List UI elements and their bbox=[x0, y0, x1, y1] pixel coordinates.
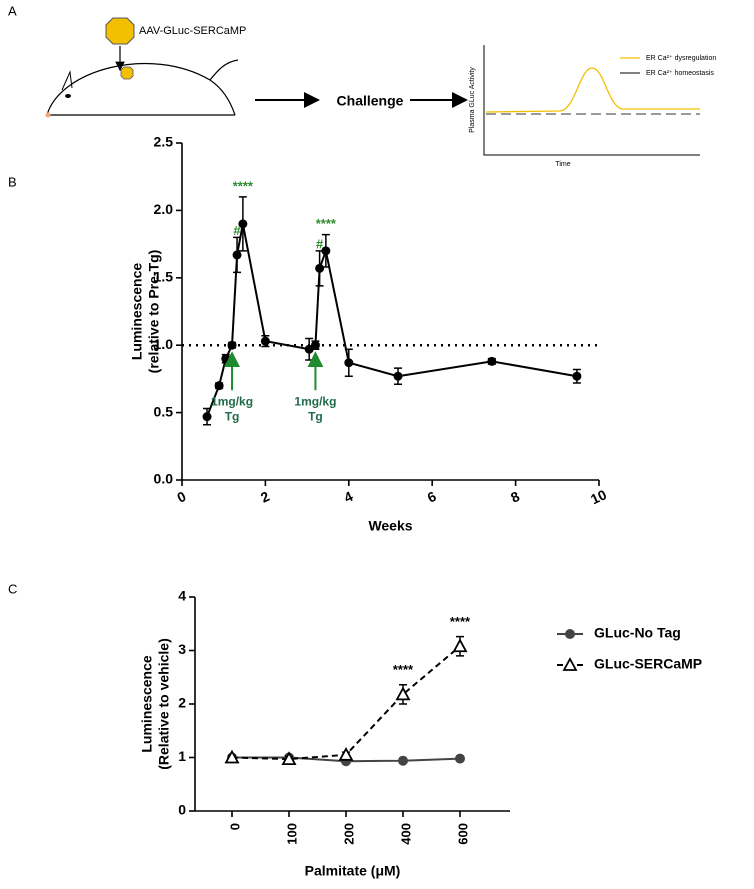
data-point bbox=[395, 686, 411, 701]
significance-label: **** bbox=[233, 178, 254, 193]
data-point bbox=[321, 246, 331, 256]
mouse-ear bbox=[61, 70, 73, 91]
mouse-body bbox=[46, 62, 236, 116]
data-line bbox=[206, 223, 578, 418]
schematic-axes bbox=[483, 45, 700, 156]
y-tick-label: 1.5 bbox=[154, 269, 174, 285]
y-tick-label: 0.5 bbox=[154, 403, 174, 419]
y-axis-label: (relative to Pre-Tg) bbox=[146, 250, 162, 374]
schematic-xlabel: Time bbox=[555, 161, 570, 168]
data-point bbox=[260, 336, 270, 346]
legend-marker bbox=[565, 629, 575, 639]
y-tick-label: 0.0 bbox=[154, 471, 174, 487]
y-tick-label: 2 bbox=[178, 695, 186, 711]
panel-label: A bbox=[8, 3, 17, 18]
x-tick-label: 600 bbox=[455, 823, 470, 845]
data-line bbox=[231, 645, 461, 761]
legend-label: ER Ca²⁺ dysregulation bbox=[646, 55, 716, 62]
step-label: Challenge bbox=[337, 93, 404, 109]
panel-label: B bbox=[8, 174, 17, 189]
legend-label: GLuc-SERCaMP bbox=[594, 656, 702, 672]
data-point bbox=[227, 340, 237, 350]
data-point bbox=[393, 371, 403, 381]
x-tick-label: 100 bbox=[284, 823, 299, 845]
data-point bbox=[202, 412, 212, 422]
treatment-label: 1mg/kg bbox=[211, 394, 253, 408]
significance-label: # bbox=[233, 223, 241, 238]
y-tick-label: 0 bbox=[178, 802, 186, 818]
x-axis-label: Palmitate (μM) bbox=[305, 863, 401, 879]
schematic-curve bbox=[485, 67, 700, 113]
data-point bbox=[281, 751, 297, 766]
x-tick-label: 400 bbox=[398, 823, 413, 845]
data-point bbox=[232, 250, 242, 260]
data-point bbox=[315, 263, 325, 273]
data-point bbox=[344, 358, 354, 368]
x-tick-label: 200 bbox=[341, 823, 356, 845]
data-point bbox=[214, 381, 224, 391]
y-tick-label: 2.0 bbox=[154, 201, 174, 217]
significance-label: **** bbox=[316, 216, 337, 231]
vector-icon bbox=[120, 66, 134, 80]
significance-label: **** bbox=[450, 614, 471, 629]
x-tick-label: 0 bbox=[227, 823, 242, 830]
x-tick-label: 6 bbox=[425, 488, 439, 506]
y-tick-label: 2.5 bbox=[154, 134, 174, 150]
x-tick-label: 4 bbox=[341, 488, 355, 506]
legend-label: ER Ca²⁺ homeostasis bbox=[646, 70, 714, 77]
mouse-nose bbox=[45, 112, 51, 118]
vector-icon bbox=[105, 17, 135, 45]
significance-label: # bbox=[316, 236, 324, 251]
y-axis-label: Luminescence bbox=[139, 655, 155, 752]
data-point bbox=[310, 340, 320, 350]
y-tick-label: 3 bbox=[178, 641, 186, 657]
data-point bbox=[398, 755, 408, 766]
y-tick-label: 1.0 bbox=[154, 336, 174, 352]
treatment-label: Tg bbox=[225, 409, 240, 423]
data-point bbox=[572, 371, 582, 381]
x-tick-label: 0 bbox=[175, 488, 189, 506]
data-point bbox=[221, 354, 231, 364]
x-tick-label: 8 bbox=[508, 488, 522, 506]
y-axis-label: (Relative to vehicle) bbox=[156, 638, 172, 770]
x-axis-label: Weeks bbox=[368, 518, 412, 534]
panel-label: C bbox=[8, 581, 17, 596]
data-point bbox=[455, 753, 465, 764]
treatment-label: 1mg/kg bbox=[294, 394, 336, 408]
data-point bbox=[452, 638, 468, 653]
mouse-tail bbox=[209, 59, 239, 81]
y-tick-label: 1 bbox=[178, 748, 186, 764]
mouse-eye bbox=[65, 94, 71, 98]
construct-label: AAV-GLuc-SERCaMP bbox=[139, 25, 246, 37]
data-point bbox=[224, 749, 240, 764]
legend-marker bbox=[562, 657, 578, 671]
data-point bbox=[338, 746, 354, 761]
data-point bbox=[487, 356, 497, 366]
x-tick-label: 2 bbox=[258, 488, 272, 506]
data-point bbox=[238, 219, 248, 229]
y-axis-label: Luminescence bbox=[129, 263, 145, 360]
legend-label: GLuc-No Tag bbox=[594, 625, 681, 641]
significance-label: **** bbox=[393, 662, 414, 677]
x-tick-label: 10 bbox=[588, 486, 609, 507]
y-tick-label: 4 bbox=[178, 588, 186, 604]
schematic-ylabel: Plasma GLuc Activity bbox=[469, 67, 476, 133]
treatment-label: Tg bbox=[308, 409, 323, 423]
